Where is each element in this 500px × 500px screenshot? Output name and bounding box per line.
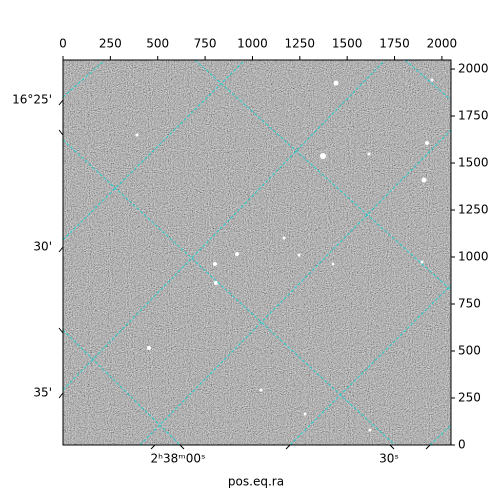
dec-tick-label: 16°25'	[12, 93, 52, 107]
x-tick-label: 2000	[427, 37, 458, 51]
x-tick-label: 500	[146, 37, 169, 51]
x-tick-label: 1000	[237, 37, 268, 51]
stars	[135, 78, 434, 432]
y-tick-label: 1500	[458, 156, 489, 170]
dec-tick-label: 35'	[33, 386, 52, 400]
y-tick-label: 1250	[458, 203, 489, 217]
x-tick-label: 1750	[379, 37, 410, 51]
ra-tick-label: 30ˢ	[379, 452, 399, 466]
x-tick-label: 0	[59, 37, 67, 51]
coordinate-grid	[63, 60, 451, 445]
y-tick-label: 2000	[458, 62, 489, 76]
y-tick-label: 0	[458, 438, 466, 452]
x-tick-label: 1250	[285, 37, 316, 51]
y-tick-label: 750	[458, 297, 481, 311]
x-axis-label: pos.eq.ra	[228, 475, 284, 489]
world-ticks	[58, 99, 431, 450]
x-tick-label: 1500	[332, 37, 363, 51]
sky-image	[63, 60, 451, 445]
dec-tick-label: 30'	[33, 240, 52, 254]
plot-frame	[62, 59, 452, 446]
y-tick-label: 1000	[458, 250, 489, 264]
y-tick-label: 1750	[458, 109, 489, 123]
ra-tick-label: 2ʰ38ᵐ00ˢ	[151, 452, 206, 466]
x-tick-label: 250	[99, 37, 122, 51]
x-tick-label: 750	[194, 37, 217, 51]
y-tick-label: 500	[458, 344, 481, 358]
y-tick-label: 250	[458, 391, 481, 405]
